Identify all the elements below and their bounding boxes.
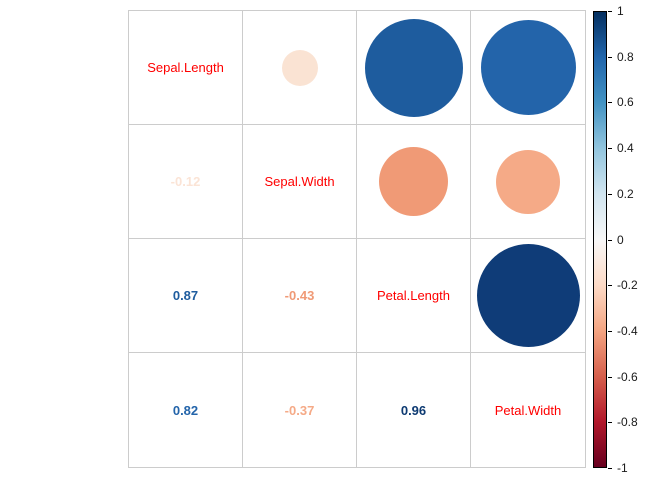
matrix-cell-r0-c2	[357, 11, 471, 125]
correlation-value: 0.96	[400, 402, 427, 418]
correlation-value: 0.87	[172, 288, 199, 303]
colorbar-tick	[608, 331, 612, 332]
correlation-circle	[281, 49, 318, 86]
matrix-cell-r2-c3	[471, 239, 585, 353]
colorbar-tick	[608, 148, 612, 149]
colorbar-tick-label: 0.4	[617, 141, 634, 155]
colorbar-tick	[608, 468, 612, 469]
matrix-cell-r1-c1: Sepal.Width	[243, 125, 357, 239]
matrix-cell-r0-c3	[471, 11, 585, 125]
correlation-circle	[364, 18, 463, 117]
colorbar-tick-label: 0.6	[617, 95, 634, 109]
colorbar-tick	[608, 102, 612, 103]
colorbar-tick	[608, 11, 612, 12]
matrix-cell-r2-c2: Petal.Length	[357, 239, 471, 353]
correlation-circle	[379, 147, 448, 216]
colorbar-tick	[608, 57, 612, 58]
correlation-circle	[496, 149, 560, 214]
colorbar-tick-label: 0	[617, 233, 624, 247]
colorbar-ticks: 1 0.8 0.6 0.4 0.2 0 -0.2 -0.4 -0.6 -0.8 -1	[593, 4, 653, 475]
colorbar-tick	[608, 377, 612, 378]
matrix-cell-r1-c0: -0.12	[129, 125, 243, 239]
matrix-cell-r2-c0: 0.87	[129, 239, 243, 353]
colorbar-tick-label: 0.2	[617, 187, 634, 201]
correlation-value: -0.12	[170, 174, 201, 189]
matrix-cell-r3-c1: -0.37	[243, 353, 357, 467]
correlation-grid: Sepal.Length -0.12 Sepal.Width 0.87 -0.43 Pet…	[128, 10, 586, 468]
correlation-circle	[480, 20, 576, 115]
matrix-cell-r1-c3	[471, 125, 585, 239]
matrix-cell-r2-c1: -0.43	[243, 239, 357, 353]
correlation-circle	[476, 244, 580, 347]
variable-label: Petal.Width	[494, 402, 562, 418]
correlation-value: -0.37	[284, 402, 315, 418]
colorbar-tick-label: 1	[617, 4, 624, 18]
colorbar-tick	[608, 240, 612, 241]
matrix-cell-r3-c2: 0.96	[357, 353, 471, 467]
colorbar-gradient	[593, 11, 607, 468]
variable-label: Sepal.Length	[147, 60, 224, 75]
correlation-value: -0.43	[284, 288, 315, 303]
colorbar-tick	[608, 422, 612, 423]
colorbar-tick	[608, 285, 612, 286]
matrix-cell-r3-c0: 0.82	[129, 353, 243, 467]
colorbar-tick	[608, 194, 612, 195]
colorbar-tick-label: 0.8	[617, 50, 634, 64]
matrix-cell-r3-c3: Petal.Width	[471, 353, 585, 467]
colorbar-tick-label: -0.6	[617, 370, 638, 384]
correlation-value: 0.82	[172, 402, 199, 418]
colorbar-tick-label: -1	[617, 461, 628, 475]
colorbar-tick-label: -0.2	[617, 278, 638, 292]
colorbar-tick-label: -0.8	[617, 415, 638, 429]
colorbar-tick-label: -0.4	[617, 324, 638, 338]
variable-label: Sepal.Width	[264, 174, 335, 189]
matrix-cell-r1-c2	[357, 125, 471, 239]
matrix-cell-r0-c0: Sepal.Length	[129, 11, 243, 125]
matrix-cell-r0-c1	[243, 11, 357, 125]
variable-label: Petal.Length	[376, 288, 450, 303]
